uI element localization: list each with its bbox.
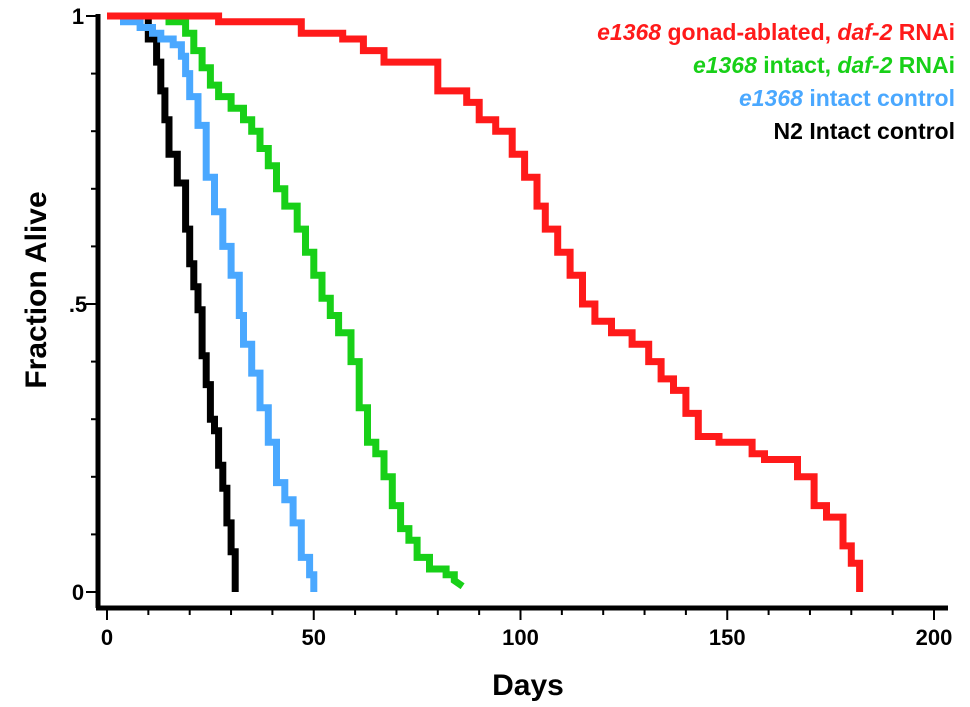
legend-entry-3: e1368 intact control xyxy=(739,85,955,111)
legend-entry-2: e1368 intact, daf-2 RNAi xyxy=(693,52,955,78)
series-layer xyxy=(107,12,864,592)
series-line-4 xyxy=(107,12,239,592)
x-tick-label: 0 xyxy=(101,625,113,650)
legend-text-part: e1368 xyxy=(597,19,661,45)
series-line-2 xyxy=(107,12,465,590)
legend-text-part: e1368 xyxy=(693,52,757,78)
legend-entry-4: N2 Intact control xyxy=(774,118,955,144)
axes: 0 50 100 150 200 0 .5 1 xyxy=(69,4,953,650)
y-axis-title: Fraction Alive xyxy=(20,191,53,388)
x-tick-label: 100 xyxy=(502,625,539,650)
x-axis-title: Days xyxy=(492,669,564,702)
legend-text-part: RNAi xyxy=(892,52,955,78)
y-tick-label: 1 xyxy=(72,4,84,29)
x-tick-label: 150 xyxy=(709,625,746,650)
series-line-1 xyxy=(107,12,864,592)
legend-text-part: daf-2 xyxy=(837,19,892,45)
legend-text-part: intact, xyxy=(757,52,838,78)
legend-text-part: intact control xyxy=(803,85,955,111)
x-tick-label: 200 xyxy=(916,625,953,650)
series-line-3 xyxy=(107,12,318,592)
legend-text-part: N2 Intact control xyxy=(774,118,955,144)
legend-text-part: daf-2 xyxy=(837,52,892,78)
y-tick-label: 0 xyxy=(72,580,84,605)
legend-text-part: RNAi xyxy=(892,19,955,45)
y-tick-label: .5 xyxy=(69,292,87,317)
legend-text-part: e1368 xyxy=(739,85,803,111)
x-tick-label: 50 xyxy=(302,625,326,650)
legend-text-part: gonad-ablated, xyxy=(661,19,837,45)
legend-entry-1: e1368 gonad-ablated, daf-2 RNAi xyxy=(597,19,955,45)
